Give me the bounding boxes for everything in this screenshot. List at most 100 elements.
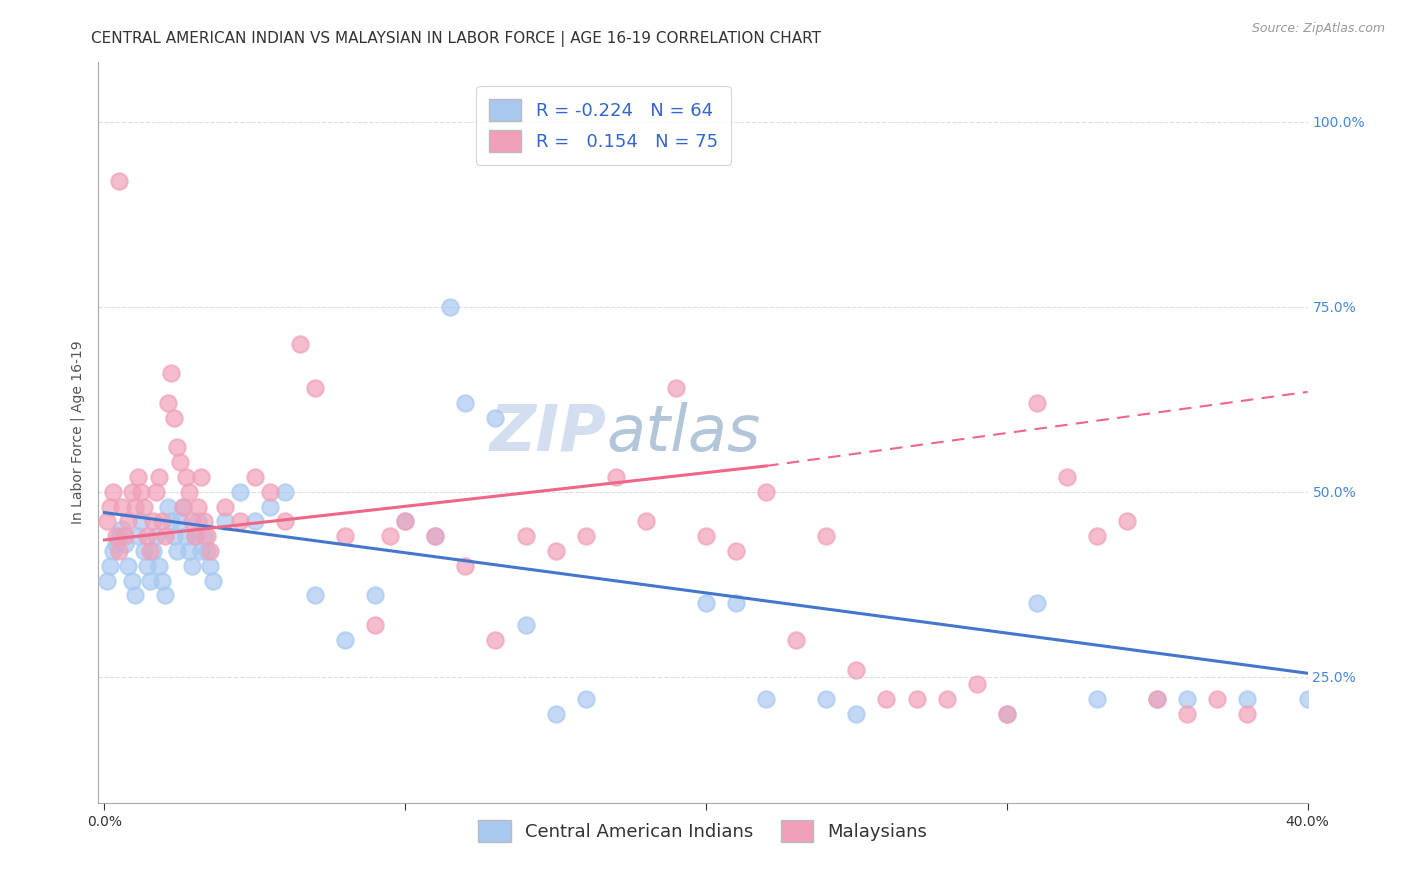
Point xyxy=(193,515,215,529)
Point xyxy=(153,529,176,543)
Point xyxy=(142,515,165,529)
Point xyxy=(159,515,181,529)
Point xyxy=(1056,470,1078,484)
Point xyxy=(515,618,537,632)
Point xyxy=(454,396,477,410)
Point xyxy=(259,500,281,514)
Point xyxy=(174,470,197,484)
Point xyxy=(111,500,134,514)
Point xyxy=(105,529,128,543)
Point xyxy=(198,544,221,558)
Point xyxy=(229,515,252,529)
Point xyxy=(214,515,236,529)
Text: CENTRAL AMERICAN INDIAN VS MALAYSIAN IN LABOR FORCE | AGE 16-19 CORRELATION CHAR: CENTRAL AMERICAN INDIAN VS MALAYSIAN IN … xyxy=(91,31,821,47)
Point xyxy=(100,558,122,573)
Point xyxy=(117,515,139,529)
Point xyxy=(1146,692,1168,706)
Point xyxy=(153,589,176,603)
Point xyxy=(190,544,212,558)
Point xyxy=(634,515,657,529)
Point xyxy=(333,529,356,543)
Point xyxy=(845,663,868,677)
Point xyxy=(195,544,218,558)
Point xyxy=(274,515,297,529)
Point xyxy=(425,529,447,543)
Point xyxy=(229,484,252,499)
Legend: Central American Indians, Malaysians: Central American Indians, Malaysians xyxy=(471,813,935,849)
Point xyxy=(484,632,506,647)
Point xyxy=(575,529,598,543)
Point xyxy=(96,574,118,588)
Point xyxy=(129,484,152,499)
Point xyxy=(138,544,160,558)
Point xyxy=(103,544,125,558)
Point xyxy=(193,529,215,543)
Point xyxy=(1025,596,1047,610)
Point xyxy=(695,596,717,610)
Point xyxy=(665,381,688,395)
Point xyxy=(177,484,200,499)
Point xyxy=(127,529,149,543)
Point xyxy=(96,515,118,529)
Point xyxy=(1085,692,1108,706)
Point xyxy=(145,484,167,499)
Point xyxy=(905,692,928,706)
Point xyxy=(845,706,868,721)
Point xyxy=(259,484,281,499)
Point xyxy=(515,529,537,543)
Point xyxy=(201,574,224,588)
Point xyxy=(121,484,143,499)
Point xyxy=(108,544,131,558)
Point xyxy=(135,529,157,543)
Point xyxy=(755,692,778,706)
Point xyxy=(966,677,988,691)
Point xyxy=(1296,692,1319,706)
Point xyxy=(1206,692,1229,706)
Point xyxy=(103,484,125,499)
Point xyxy=(114,529,136,543)
Point xyxy=(364,589,387,603)
Point xyxy=(815,692,838,706)
Point xyxy=(785,632,807,647)
Point xyxy=(304,381,326,395)
Point xyxy=(183,529,205,543)
Point xyxy=(150,515,173,529)
Point xyxy=(121,574,143,588)
Point xyxy=(1116,515,1139,529)
Point xyxy=(288,336,311,351)
Text: ZIP: ZIP xyxy=(489,401,606,464)
Point xyxy=(114,536,136,550)
Point xyxy=(132,544,155,558)
Point xyxy=(454,558,477,573)
Point xyxy=(544,544,567,558)
Point xyxy=(169,515,191,529)
Point xyxy=(172,500,194,514)
Point xyxy=(156,396,179,410)
Point xyxy=(1236,706,1258,721)
Point xyxy=(214,500,236,514)
Point xyxy=(138,574,160,588)
Point xyxy=(304,589,326,603)
Point xyxy=(135,558,157,573)
Point xyxy=(172,500,194,514)
Text: Source: ZipAtlas.com: Source: ZipAtlas.com xyxy=(1251,22,1385,36)
Point xyxy=(166,544,188,558)
Point xyxy=(544,706,567,721)
Point xyxy=(129,515,152,529)
Point xyxy=(1236,692,1258,706)
Point xyxy=(183,529,205,543)
Point xyxy=(815,529,838,543)
Point xyxy=(394,515,416,529)
Point xyxy=(333,632,356,647)
Point xyxy=(162,529,184,543)
Point xyxy=(145,529,167,543)
Point xyxy=(132,500,155,514)
Point xyxy=(162,410,184,425)
Point xyxy=(380,529,402,543)
Point xyxy=(875,692,897,706)
Point xyxy=(105,536,128,550)
Point xyxy=(484,410,506,425)
Point xyxy=(1146,692,1168,706)
Point xyxy=(605,470,627,484)
Point xyxy=(195,529,218,543)
